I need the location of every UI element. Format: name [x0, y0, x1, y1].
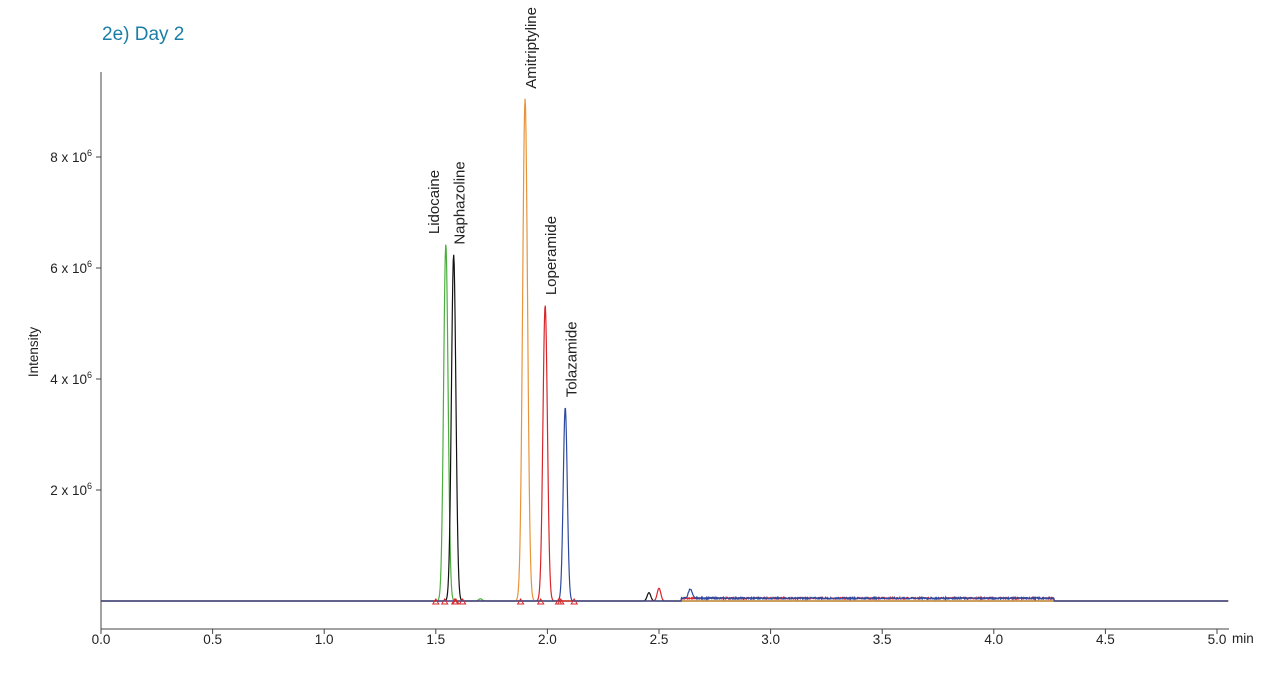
x-tick-label: 3.5: [873, 632, 892, 647]
x-tick-label: 4.0: [984, 632, 1003, 647]
x-axis-unit: min: [1232, 631, 1254, 646]
trace-loperamide: [101, 305, 1229, 602]
chart-axes: 0.0 0.5 1.0 1.5 2.0 2.5 3.0 3.5 4.0 4.5 5.0 2 x 106…: [50, 72, 1229, 647]
trace-tolazamide: [101, 407, 1229, 602]
y-tick-label: 6 x 106: [50, 259, 92, 276]
x-tick-label: 5.0: [1208, 632, 1227, 647]
panel-title: 2e) Day 2: [102, 24, 185, 45]
integration-marker: [431, 598, 440, 605]
x-tick-label: 2.0: [538, 632, 557, 647]
integration-marker: [458, 598, 467, 605]
y-axis-label: Intensity: [26, 327, 41, 378]
x-tick-label: 3.0: [761, 632, 780, 647]
peak-label-loperamide: Loperamide: [543, 216, 560, 295]
integration-markers: [431, 598, 579, 605]
integration-marker: [440, 598, 449, 605]
x-tick-label: 1.0: [315, 632, 334, 647]
peak-label-amitriptyline: Amitriptyline: [523, 7, 540, 89]
x-tick-label: 0.5: [203, 632, 222, 647]
integration-marker: [452, 598, 460, 605]
integration-marker: [516, 598, 525, 605]
x-tick-label: 4.5: [1096, 632, 1115, 647]
trace-amitriptyline: [101, 98, 1229, 602]
peak-label-naphazoline: Naphazoline: [452, 161, 469, 244]
x-tick-label: 1.5: [426, 632, 445, 647]
trace-naphazoline: [101, 254, 1229, 602]
x-tick-label: 2.5: [650, 632, 669, 647]
integration-marker: [570, 598, 579, 605]
y-tick-label: 8 x 106: [50, 148, 92, 165]
trace-lidocaine: [101, 244, 1229, 602]
y-tick-label: 4 x 106: [50, 370, 92, 387]
integration-marker: [536, 598, 545, 605]
peak-label-tolazamide: Tolazamide: [563, 321, 580, 397]
x-tick-label: 0.0: [92, 632, 111, 647]
peak-label-lidocaine: Lidocaine: [426, 170, 443, 234]
y-tick-label: 2 x 106: [50, 481, 92, 498]
integration-marker: [556, 598, 565, 605]
peak-labels: Lidocaine Naphazoline Amitriptyline Loperam…: [426, 7, 580, 397]
chart-traces: [101, 98, 1229, 602]
